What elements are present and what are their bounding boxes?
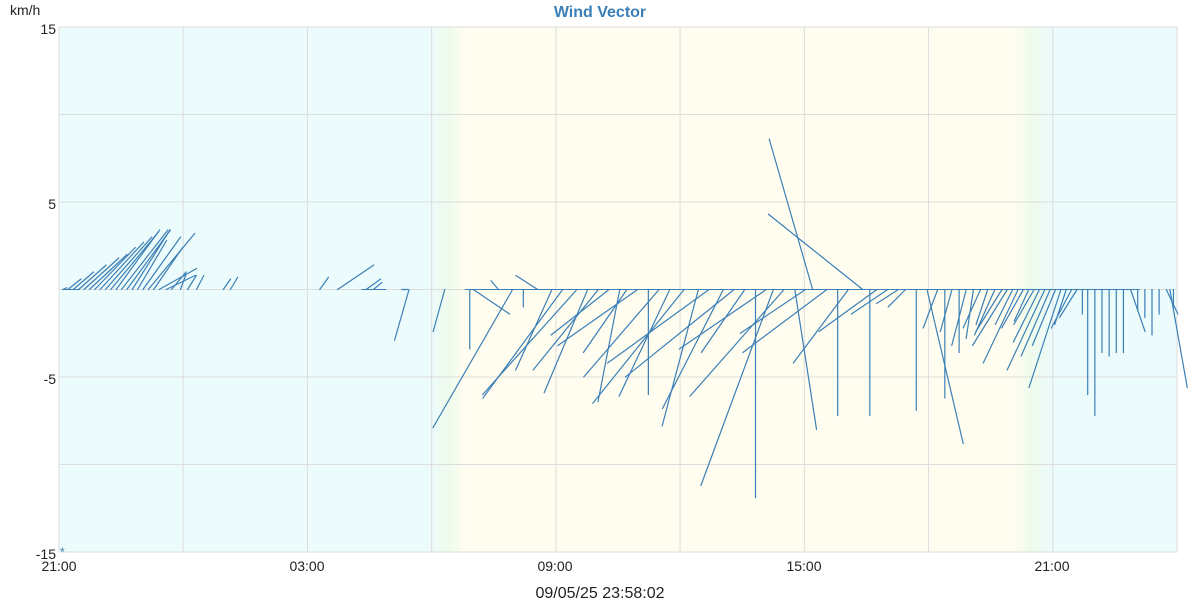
wind-vector-line [88,253,128,291]
wind-vector-line [962,288,982,329]
wind-vector-line [136,239,168,291]
wind-vector-line [490,280,499,291]
wind-vector-line [592,288,685,404]
wind-vector-line [739,288,807,334]
wind-vector-line [179,273,187,291]
wind-vector-line [1013,288,1035,326]
wind-vector-line [794,288,818,431]
y-tick-label: -5 [44,371,57,387]
wind-vector-line [876,288,899,305]
wind-vector-line [153,246,184,291]
wind-vector-line [1028,288,1062,389]
wind-vector-line [432,288,514,429]
wind-vector-line [607,288,710,364]
wind-vector-line [186,274,197,291]
chart-title: Wind Vector [554,4,646,21]
wind-vector-line [1169,288,1188,389]
wind-vector-line [971,288,1008,347]
wind-vector-line [104,236,153,291]
x-tick-label: 03:00 [289,558,324,574]
wind-vector-line [72,271,95,291]
y-tick-label: -15 [36,546,56,562]
wind-vector-line [543,288,589,394]
wind-vector-line [742,288,828,354]
wind-vector-line [661,288,724,410]
wind-vector-line [147,232,196,291]
wind-vector-line [557,288,639,347]
wind-vector-line [515,274,539,291]
wind-vector-line [115,229,161,291]
x-tick-label: 15:00 [786,558,821,574]
wind-vector-line [767,213,864,291]
wind-vector-line [939,288,953,333]
wind-vector-line [850,288,889,315]
wind-vector-line [624,288,735,378]
wind-vector-line [142,236,182,291]
wind-vector-line [1050,288,1073,329]
wind-vector-line [78,264,107,291]
wind-vector-line [597,288,621,403]
wind-vector-line [792,288,849,364]
wind-vector-line [550,288,610,336]
wind-vector-line [975,288,1003,333]
x-tick-label: 21:00 [41,558,76,574]
wind-vector-line [700,288,746,354]
x-tick-label: 21:00 [1034,558,1069,574]
y-tick-label: 5 [48,196,56,212]
wind-vector-line [94,246,136,291]
wind-vector-line [994,288,1014,326]
wind-vector-line [689,288,785,397]
wind-vector-line [482,288,578,396]
wind-vector-line [583,288,660,378]
wind-vector-line [337,264,375,291]
wind-vector-line [951,288,967,347]
wind-vector-line [818,288,878,333]
wind-vector-line [432,288,446,333]
wind-vector-line [887,288,907,308]
wind-vector-line [165,274,196,291]
wind-vector-line [319,276,330,291]
wind-vector-line [532,288,599,371]
wind-vector-line [1001,288,1025,329]
wind-vector-series [61,138,1188,499]
wind-vector-line [1006,288,1046,371]
wind-vector-line [678,288,767,350]
wind-vector-line [195,274,205,291]
wind-vector-line [170,271,187,291]
wind-vector-line [120,229,169,291]
wind-vector-line [372,281,383,291]
wind-vector-line [158,267,198,291]
wind-vector-line [365,278,382,291]
y-tick-label: 15 [40,21,56,37]
wind-vector-line [1020,288,1051,357]
wind-vector-line [83,257,120,291]
wind-vector-line [768,138,814,291]
wind-vector-line [661,288,699,427]
wind-vector-line [618,288,671,397]
wind-vector-line [1031,288,1057,347]
x-tick-label: 09:00 [537,558,572,574]
wind-vector-line [700,288,774,487]
wind-vector-line [131,229,171,291]
wind-vector-line [1058,288,1078,319]
wind-vector-line [393,288,410,341]
wind-vector-line [982,288,1019,364]
wind-vector-line [582,288,628,354]
wind-vector-line [61,287,68,291]
plot-border [58,26,1178,553]
wind-vector-line [222,278,232,291]
y-axis-unit: km/h [10,2,40,18]
wind-vector-line [1013,288,1030,322]
wind-vector-line [99,241,145,291]
wind-vector-line [975,288,989,326]
wind-vector-line [229,276,239,291]
timestamp-label: 09/05/25 23:58:02 [535,585,664,600]
wind-vector-line [1012,288,1041,343]
wind-vector-line [922,288,939,329]
wind-vector-line [67,278,82,291]
wind-vector-line [472,288,511,315]
origin-marker: * [60,545,65,559]
